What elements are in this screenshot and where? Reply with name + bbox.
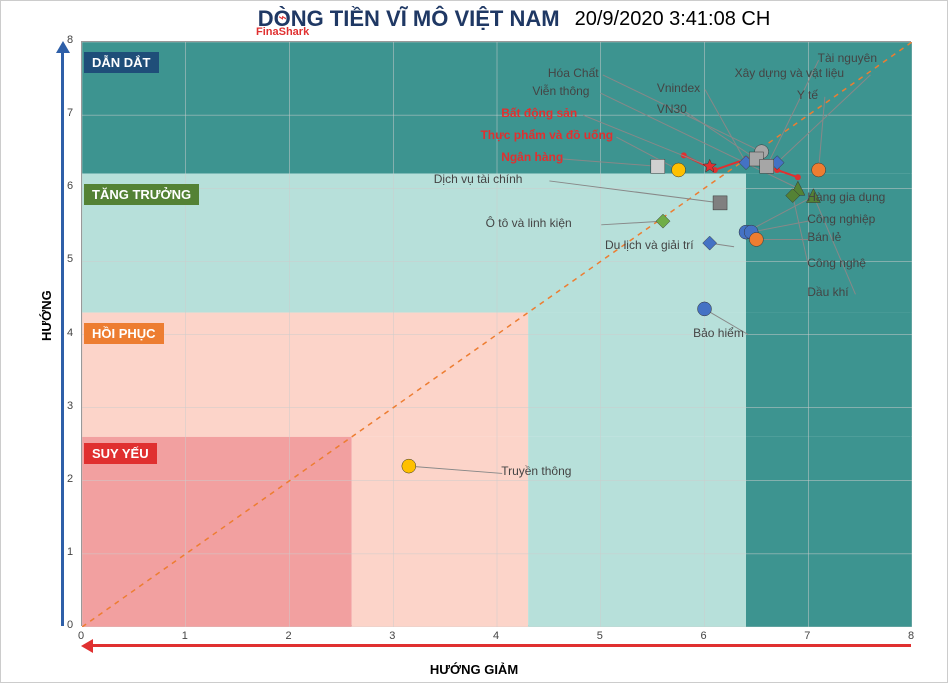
label-công-nghiệp: Công nghiệp	[807, 212, 875, 226]
label-bán-lẻ: Bán lẻ	[807, 230, 841, 244]
y-axis-label: HƯỚNG	[39, 290, 54, 341]
quadrant-label-tăng-trưởng: TĂNG TRƯỞNG	[84, 184, 199, 205]
xtick-1: 1	[182, 630, 188, 642]
label-truyền-thông: Truyền thông	[501, 464, 571, 478]
label-ô-tô-và-linh-kiện: Ô tô và linh kiện	[486, 216, 572, 230]
label-dịch-vụ-tài-chính: Dịch vụ tài chính	[434, 172, 523, 186]
label-dầu-khí: Dầu khí	[807, 285, 848, 299]
brand-logo: ⌁ FinaShark	[256, 9, 309, 38]
xtick-2: 2	[286, 630, 292, 642]
brand-name: FinaShark	[256, 26, 309, 38]
xtick-3: 3	[389, 630, 395, 642]
x-axis-label: HƯỚNG GIẢM	[430, 662, 518, 677]
chart-header: ⌁ FinaShark DÒNG TIỀN VĨ MÔ VIỆT NAM 20/…	[1, 6, 947, 32]
label-ngân-hàng: Ngân hàng	[501, 150, 563, 164]
ytick-4: 4	[67, 327, 73, 339]
label-hàng-gia-dụng: Hàng gia dụng	[807, 190, 885, 204]
chart-container: ⌁ FinaShark DÒNG TIỀN VĨ MÔ VIỆT NAM 20/…	[0, 0, 948, 683]
label-công-nghệ: Công nghệ	[807, 256, 866, 270]
label-xây-dựng-và-vật-liệu: Xây dựng và vật liệu	[735, 66, 844, 80]
chart-timestamp: 20/9/2020 3:41:08 CH	[575, 8, 771, 31]
xtick-5: 5	[597, 630, 603, 642]
label-vn30: VN30	[657, 102, 687, 116]
ytick-3: 3	[67, 400, 73, 412]
arrow-up-head-icon	[56, 41, 70, 53]
ytick-0: 0	[67, 619, 73, 631]
label-bất-động-sản: Bất động sản	[501, 106, 577, 120]
label-vnindex: Vnindex	[657, 81, 700, 95]
quadrant-label-suy-yếu: SUY YẾU	[84, 443, 157, 464]
ytick-2: 2	[67, 473, 73, 485]
ytick-5: 5	[67, 253, 73, 265]
arrow-left-head-icon	[81, 639, 93, 653]
xtick-6: 6	[701, 630, 707, 642]
label-y-tế: Y tế	[797, 88, 818, 102]
shark-icon: ⌁	[278, 9, 286, 26]
xtick-7: 7	[804, 630, 810, 642]
arrow-left-indicator	[81, 644, 911, 647]
arrow-up-line	[61, 51, 64, 626]
label-du-lịch-và-giải-trí: Du lịch và giải trí	[605, 238, 694, 252]
label-hóa-chất: Hóa Chất	[548, 66, 599, 80]
ytick-1: 1	[67, 546, 73, 558]
quadrant-label-hồi-phục: HỒI PHỤC	[84, 323, 164, 344]
ytick-7: 7	[67, 107, 73, 119]
label-bảo-hiểm: Bảo hiểm	[693, 326, 744, 340]
label-thực-phẩm-và-đồ-uống: Thực phẩm và đồ uống	[480, 128, 613, 142]
xtick-4: 4	[493, 630, 499, 642]
label-viễn-thông: Viễn thông	[532, 84, 589, 98]
ytick-6: 6	[67, 180, 73, 192]
xtick-8: 8	[908, 630, 914, 642]
arrow-left-line	[91, 644, 911, 647]
quadrant-label-dẫn-dắt: DẪN DẮT	[84, 52, 159, 73]
label-tài-nguyên: Tài nguyên	[818, 51, 877, 65]
